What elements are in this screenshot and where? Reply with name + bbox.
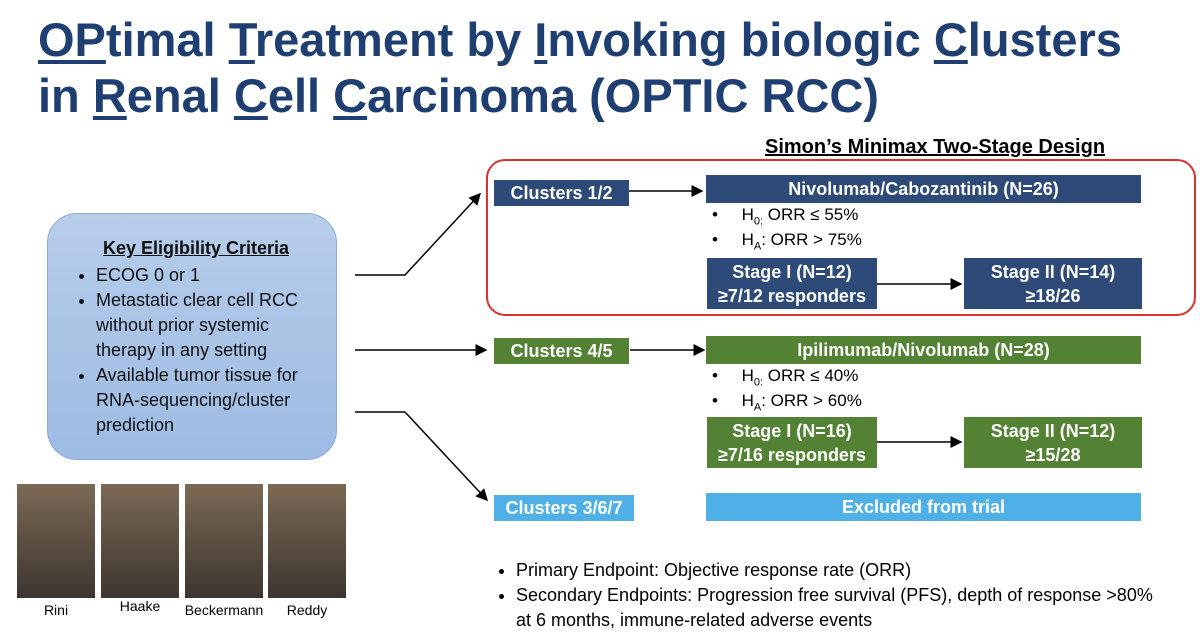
endpoint: Primary Endpoint: Objective response rat… (516, 558, 1158, 583)
stage-criterion: ≥15/28 (1025, 444, 1081, 465)
criteria-box: Key Eligibility Criteria ECOG 0 or 1Meta… (47, 213, 337, 460)
bullet: • (712, 366, 742, 385)
hyp-text: : ORR > 60% (761, 391, 862, 410)
hyp-subscript: 0: (753, 376, 764, 389)
title-part: OP (38, 13, 106, 66)
design-title: Simon’s Minimax Two-Stage Design (765, 136, 1106, 158)
investigator-name: Rini (43, 602, 69, 618)
title-part: I (534, 13, 548, 66)
photo (268, 484, 346, 598)
stage-box: Stage II (N=12) ≥15/28 (964, 417, 1142, 468)
criteria-heading: Key Eligibility Criteria (102, 238, 290, 258)
bullet: • (712, 391, 742, 410)
cluster-box: Clusters 4/5 (494, 338, 629, 364)
title-part: ell (267, 69, 334, 122)
stage-label: Stage II (N=12) (990, 420, 1116, 441)
stage-box: Stage I (N=16) ≥7/16 responders (707, 417, 877, 468)
photo (17, 484, 95, 598)
hypothesis: • HA: ORR > 60% (712, 391, 862, 413)
hyp-symbol: H (741, 366, 754, 385)
stage-box: Stage I (N=12) ≥7/12 responders (707, 258, 877, 309)
arrow (355, 411, 489, 502)
hyp-subscript: A (753, 240, 762, 253)
hyp-text: ORR ≤ 40% (763, 366, 859, 385)
bullet: • (712, 230, 742, 249)
bullet: • (712, 205, 742, 224)
hypothesis: • H0: ORR ≤ 55% (712, 205, 858, 227)
cluster-box: Clusters 3/6/7 (494, 495, 634, 521)
title-part: C (933, 13, 968, 66)
title-line: OPtimal Treatment by Invoking biologic C… (38, 12, 1122, 68)
stage-label: Stage I (N=12) (732, 261, 852, 282)
photo (101, 484, 179, 598)
hyp-subscript: 0: (753, 215, 764, 228)
stage-label: Stage II (N=14) (990, 261, 1116, 282)
hyp-subscript: A (753, 401, 762, 414)
treatment-box: Ipilimumab/Nivolumab (N=28) (706, 336, 1141, 364)
hyp-symbol: H (741, 391, 754, 410)
highlight-frame (486, 159, 1196, 316)
treatment-box: Nivolumab/Cabozantinib (N=26) (706, 175, 1141, 203)
hyp-text: : ORR > 75% (761, 230, 862, 249)
investigator-name: Beckermann (184, 602, 264, 618)
criterion: Available tumor tissue for RNA-sequencin… (96, 363, 326, 438)
stage-criterion: ≥7/16 responders (718, 444, 866, 465)
stage-box: Stage II (N=14) ≥18/26 (964, 258, 1142, 309)
title-part: T (228, 13, 255, 66)
hypothesis: • H0: ORR ≤ 40% (712, 366, 858, 388)
arrow (355, 192, 482, 276)
cluster-box: Clusters 1/2 (494, 180, 629, 206)
title-part: nvoking biologic (547, 13, 934, 66)
photo (185, 484, 263, 598)
title-part: reatment by (254, 13, 535, 66)
title-part: timal (105, 13, 229, 66)
title-part: C (233, 69, 268, 122)
title-part: R (92, 69, 127, 122)
endpoint-list: Primary Endpoint: Objective response rat… (488, 558, 1158, 633)
title-line: in Renal Cell Carcinoma (OPTIC RCC) (38, 68, 879, 124)
stage-criterion: ≥7/12 responders (718, 285, 866, 306)
title-part: arcinoma (OPTIC RCC) (367, 69, 879, 122)
investigator-name: Haake (119, 598, 161, 614)
hyp-symbol: H (741, 205, 754, 224)
title-part: enal (126, 69, 234, 122)
title-part: lusters (967, 13, 1122, 66)
criteria-list: ECOG 0 or 1Metastatic clear cell RCC wit… (66, 263, 326, 438)
stage-label: Stage I (N=16) (732, 420, 852, 441)
criterion: ECOG 0 or 1 (96, 263, 326, 288)
investigator-name: Reddy (286, 602, 328, 618)
stage-criterion: ≥18/26 (1025, 285, 1081, 306)
hypothesis: • HA: ORR > 75% (712, 230, 862, 252)
treatment-box: Excluded from trial (706, 493, 1141, 521)
endpoint: Secondary Endpoints: Progression free su… (516, 583, 1158, 633)
title-part: in (38, 69, 93, 122)
criterion: Metastatic clear cell RCC without prior … (96, 288, 326, 363)
hyp-text: ORR ≤ 55% (763, 205, 859, 224)
title-part: C (333, 69, 368, 122)
endpoints: Primary Endpoint: Objective response rat… (488, 558, 1158, 633)
hyp-symbol: H (741, 230, 754, 249)
